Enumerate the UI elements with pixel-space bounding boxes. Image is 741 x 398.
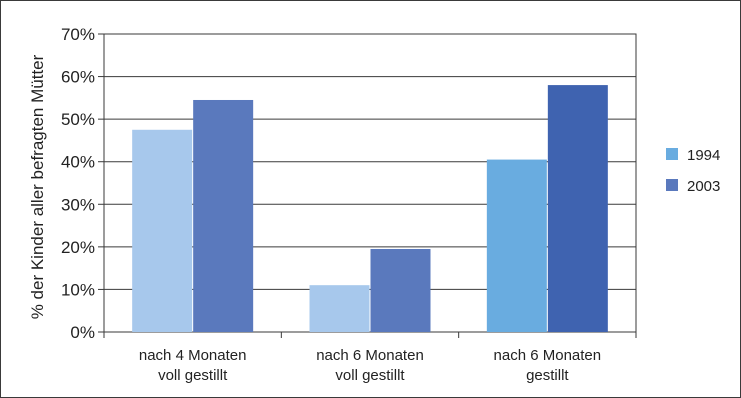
bar-2003-2 bbox=[370, 248, 431, 332]
y-tick-label: 50% bbox=[61, 110, 95, 129]
y-tick-label: 20% bbox=[61, 238, 95, 257]
y-axis-label: % der Kinder aller befragten Mütter bbox=[28, 54, 47, 319]
legend-swatch-1994 bbox=[666, 148, 678, 160]
x-category-label-line: nach 6 Monaten bbox=[494, 347, 602, 364]
x-category-label-line: nach 6 Monaten bbox=[316, 347, 424, 364]
legend: 1994 2003 bbox=[666, 147, 720, 195]
bar-1994-2 bbox=[309, 285, 370, 332]
plot-area-border bbox=[103, 33, 637, 333]
bar-1994-1 bbox=[132, 129, 193, 332]
bars bbox=[132, 85, 608, 332]
legend-label-2003: 2003 bbox=[687, 178, 720, 195]
bar-2003-1 bbox=[193, 99, 254, 332]
x-category-label: nach 4 Monaten voll gestillt bbox=[139, 347, 247, 384]
x-category-label-line: voll gestillt bbox=[158, 367, 228, 384]
y-tick-labels: 0% 10% 20% 30% 40% 50% 60% 70% bbox=[61, 25, 95, 342]
legend-swatch-2003 bbox=[666, 179, 678, 191]
y-tick-label: 0% bbox=[70, 323, 95, 342]
grid-lines bbox=[98, 33, 637, 333]
x-category-label-line: gestillt bbox=[526, 367, 569, 384]
y-tick-label: 30% bbox=[61, 195, 95, 214]
x-category-label: nach 6 Monaten voll gestillt bbox=[316, 347, 424, 384]
x-category-label-line: voll gestillt bbox=[335, 367, 405, 384]
y-tick-label: 70% bbox=[61, 25, 95, 44]
legend-label-1994: 1994 bbox=[687, 147, 720, 164]
y-tick-label: 10% bbox=[61, 280, 95, 299]
x-category-label: nach 6 Monaten gestillt bbox=[494, 347, 602, 384]
x-category-label-line: nach 4 Monaten bbox=[139, 347, 247, 364]
y-tick-label: 60% bbox=[61, 68, 95, 87]
bar-1994-3 bbox=[486, 159, 547, 332]
y-tick-label: 40% bbox=[61, 153, 95, 172]
bar-2003-3 bbox=[547, 85, 608, 332]
